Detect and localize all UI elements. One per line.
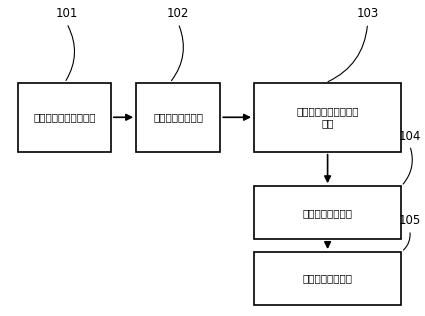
FancyBboxPatch shape [18, 83, 111, 152]
Text: 102: 102 [167, 7, 190, 21]
Text: 105: 105 [399, 214, 421, 227]
Text: 101: 101 [55, 7, 78, 21]
Text: 用户用餐喜好检测模块: 用户用餐喜好检测模块 [33, 112, 96, 122]
Text: 转动位置的满意度统计
模块: 转动位置的满意度统计 模块 [296, 106, 359, 128]
Text: 转动速度设置模块: 转动速度设置模块 [303, 208, 353, 218]
FancyBboxPatch shape [254, 83, 401, 152]
Text: 转动速度调整模块: 转动速度调整模块 [303, 274, 353, 283]
FancyBboxPatch shape [254, 252, 401, 305]
Text: 用户喜好排序模块: 用户喜好排序模块 [153, 112, 203, 122]
FancyBboxPatch shape [254, 186, 401, 240]
Text: 103: 103 [357, 7, 379, 21]
FancyBboxPatch shape [136, 83, 220, 152]
Text: 104: 104 [399, 130, 421, 143]
